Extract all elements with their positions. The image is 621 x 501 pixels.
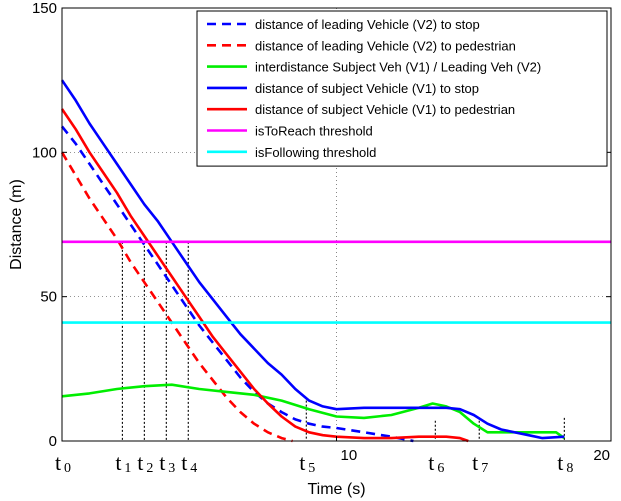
series-line <box>60 108 469 443</box>
time-marker-lines <box>121 241 565 441</box>
y-tick-label: 100 <box>32 144 57 161</box>
y-tick-label: 50 <box>40 289 57 306</box>
series-line <box>60 79 565 440</box>
time-marker-subscript: 8 <box>566 461 573 476</box>
legend-entry: distance of subject Vehicle (V1) to pede… <box>255 102 515 117</box>
time-marker-label: t <box>55 450 61 475</box>
y-tick-label: 150 <box>32 0 57 17</box>
x-tick-label: 20 <box>593 447 610 464</box>
legend-entry: distance of leading Vehicle (V2) to pede… <box>255 38 516 53</box>
time-marker-subscript: 3 <box>168 461 175 476</box>
time-marker-label: t <box>472 450 478 475</box>
time-marker-subscript: 0 <box>64 461 71 476</box>
series-lines <box>60 79 611 443</box>
legend-box <box>196 10 608 167</box>
series-line <box>61 383 566 440</box>
legend-entry: distance of leading Vehicle (V2) to stop <box>255 17 480 32</box>
legend: distance of leading Vehicle (V2) to stop… <box>196 10 608 167</box>
time-marker-label: t <box>428 450 434 475</box>
x-tick-label: 10 <box>341 447 358 464</box>
series-line <box>60 125 414 443</box>
legend-entry: interdistance Subject Veh (V1) / Leading… <box>255 60 541 75</box>
series-line <box>60 151 293 443</box>
time-marker-label: t <box>299 450 305 475</box>
time-marker-label: t <box>159 450 165 475</box>
time-marker-subscript: 5 <box>308 461 315 476</box>
time-marker-subscript: 1 <box>124 461 131 476</box>
axis-ticks: 0 50 100 150 10 20 <box>32 0 612 464</box>
time-marker-subscript: 6 <box>437 461 444 476</box>
time-marker-subscript: 2 <box>146 461 153 476</box>
time-marker-label: t <box>181 450 187 475</box>
y-axis-label: Distance (m) <box>8 179 25 270</box>
time-marker-subscript: 7 <box>481 461 488 476</box>
legend-entry: distance of subject Vehicle (V1) to stop <box>255 81 479 96</box>
time-marker-label: t <box>557 450 563 475</box>
time-marker-label: t <box>115 450 121 475</box>
y-tick-label: 0 <box>49 433 57 450</box>
time-marker-label: t <box>137 450 143 475</box>
legend-entry: isFollowing threshold <box>255 145 376 160</box>
legend-entry: isToReach threshold <box>255 124 373 139</box>
time-marker-subscript: 4 <box>190 461 197 476</box>
x-axis-label: Time (s) <box>307 481 365 498</box>
